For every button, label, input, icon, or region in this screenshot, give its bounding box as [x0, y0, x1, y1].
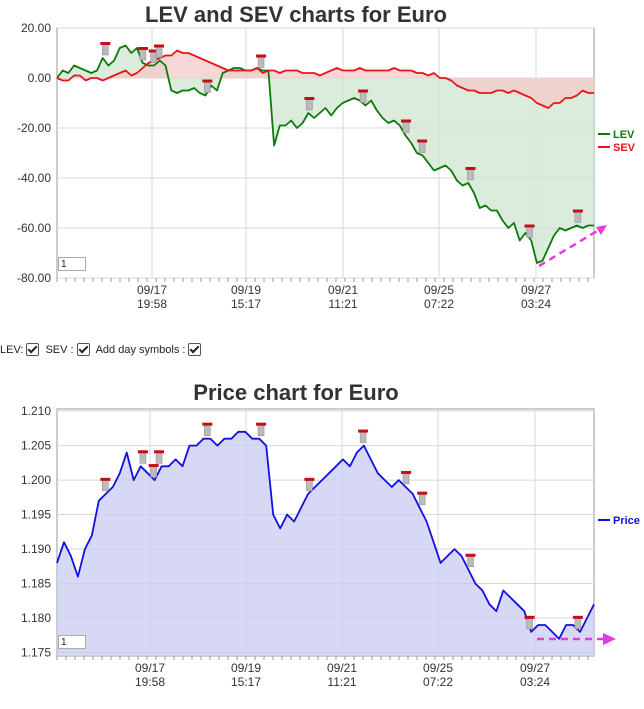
x-tick-label: 15:17	[231, 675, 261, 689]
day-marker-icon[interactable]	[256, 422, 267, 436]
x-tick-label: 09/19	[231, 661, 261, 675]
y-tick-label: -20.00	[17, 121, 51, 135]
legend-label: Price	[613, 515, 640, 527]
x-tick-label: 09/27	[520, 661, 550, 675]
x-tick-label: 09/21	[328, 283, 358, 297]
y-tick-label: -40.00	[17, 171, 51, 185]
lev-toggle-label: LEV:	[0, 343, 24, 356]
day-marker-icon[interactable]	[401, 470, 412, 485]
x-tick-label: 07:22	[423, 675, 453, 689]
x-tick-label: 15:17	[231, 297, 261, 311]
chart-title: LEV and SEV charts for Euro	[145, 2, 447, 27]
day-marker-icon[interactable]	[465, 167, 476, 181]
day-marker-icon[interactable]	[417, 139, 428, 153]
series-line-price	[56, 430, 595, 640]
sev-toggle-label: SEV :	[45, 343, 74, 356]
y-tick-label: 1.185	[21, 577, 51, 591]
zoom-input-bottom[interactable]: 1	[58, 635, 86, 649]
day-symbols-label: Add day symbols :	[95, 343, 186, 356]
zoom-input-top[interactable]: 1	[58, 257, 86, 271]
trend-arrow	[538, 225, 607, 268]
x-tick-label: 09/27	[521, 283, 551, 297]
day-marker-icon[interactable]	[417, 491, 428, 505]
series-area-sev	[57, 50, 594, 108]
y-tick-label: -60.00	[17, 221, 51, 235]
day-marker-icon[interactable]	[202, 422, 213, 436]
sev-checkbox[interactable]	[76, 343, 90, 356]
y-tick-label: 1.190	[21, 542, 51, 556]
day-marker-icon[interactable]	[572, 615, 583, 630]
day-symbols-checkbox[interactable]	[188, 343, 202, 356]
y-tick-label: 1.200	[21, 473, 51, 487]
legend-label: SEV	[613, 142, 636, 154]
day-marker-icon[interactable]	[154, 450, 165, 464]
chart-title: Price chart for Euro	[193, 380, 398, 405]
x-tick-label: 09/17	[135, 661, 165, 675]
day-marker-icon[interactable]	[100, 42, 111, 56]
trend-arrow	[537, 633, 616, 645]
day-marker-icon[interactable]	[137, 450, 148, 464]
day-marker-icon[interactable]	[572, 209, 583, 223]
lev-sev-chart: LEV and SEV charts for Euro 20.00 0.00 -20…	[17, 2, 636, 311]
day-marker-icon[interactable]	[154, 44, 165, 58]
y-tick-label: 1.175	[21, 646, 51, 660]
chart-controls: LEV: SEV : Add day symbols :	[0, 343, 205, 356]
lev-checkbox[interactable]	[26, 343, 40, 356]
price-chart: Price chart for Euro 1.210 1.205 1.200 1.19…	[21, 380, 640, 689]
y-tick-label: -80.00	[17, 271, 51, 285]
day-marker-icon[interactable]	[304, 477, 315, 492]
day-marker-icon[interactable]	[256, 54, 267, 68]
day-marker-icon[interactable]	[401, 119, 412, 133]
day-marker-icon[interactable]	[524, 615, 535, 630]
y-tick-label: 1.210	[21, 404, 51, 418]
x-tick-label: 09/21	[327, 661, 357, 675]
day-marker-icon[interactable]	[358, 89, 369, 103]
x-tick-label: 09/25	[424, 283, 454, 297]
day-marker-icon[interactable]	[465, 553, 476, 568]
x-tick-label: 03:24	[521, 297, 551, 311]
x-tick-label: 09/19	[231, 283, 261, 297]
day-marker-icon[interactable]	[137, 47, 148, 61]
day-marker-icon[interactable]	[100, 477, 111, 492]
x-tick-label: 07:22	[424, 297, 454, 311]
series-area-price	[57, 431, 594, 656]
legend-label: LEV	[613, 129, 635, 141]
series-area-lev	[57, 45, 594, 263]
x-tick-label: 11:21	[327, 675, 356, 689]
x-tick-label: 09/25	[423, 661, 453, 675]
y-tick-label: 1.195	[21, 508, 51, 522]
y-tick-label: 1.205	[21, 439, 51, 453]
x-tick-label: 11:21	[328, 297, 357, 311]
x-tick-label: 03:24	[520, 675, 550, 689]
y-tick-label: 0.00	[28, 71, 52, 85]
y-tick-label: 20.00	[21, 21, 51, 35]
day-marker-icon[interactable]	[524, 224, 535, 238]
day-marker-icon[interactable]	[202, 79, 213, 93]
day-marker-icon[interactable]	[358, 429, 369, 443]
x-tick-label: 19:58	[135, 675, 165, 689]
x-tick-label: 19:58	[137, 297, 167, 311]
x-tick-label: 09/17	[137, 283, 167, 297]
day-marker-icon[interactable]	[304, 97, 315, 111]
y-tick-label: 1.180	[21, 611, 51, 625]
series-line-sev	[56, 49, 594, 109]
day-marker-icon[interactable]	[148, 464, 159, 478]
